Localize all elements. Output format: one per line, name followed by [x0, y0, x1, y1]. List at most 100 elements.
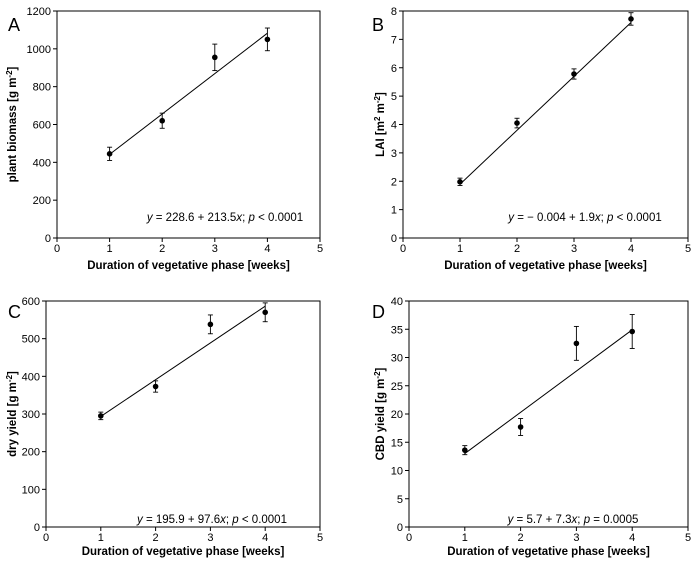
- panel-label: D: [372, 302, 385, 322]
- x-tick-label: 2: [514, 243, 520, 255]
- data-point-group: [517, 418, 524, 436]
- y-tick-label: 0: [45, 233, 51, 245]
- data-point: [514, 120, 520, 126]
- data-point: [98, 413, 104, 419]
- y-tick-label: 1000: [27, 44, 51, 56]
- data-point: [207, 321, 214, 328]
- y-tick-label: 40: [391, 296, 403, 308]
- y-tick-label: 300: [22, 409, 40, 421]
- data-point: [212, 54, 218, 61]
- x-tick-label: 1: [462, 532, 468, 544]
- y-tick-label: 200: [22, 447, 40, 459]
- y-tick-label: 5: [391, 91, 397, 103]
- y-tick-label: 10: [391, 466, 403, 478]
- data-point-group: [462, 445, 468, 456]
- regression-equation: y = 5.7 + 7.3x; p = 0.0005: [507, 514, 639, 526]
- data-point-group: [457, 177, 463, 186]
- data-point-group: [106, 146, 113, 161]
- data-point: [264, 36, 271, 43]
- y-tick-label: 8: [391, 6, 397, 18]
- y-axis-title: plant biomass [g m-2]: [5, 66, 20, 182]
- x-tick-label: 2: [159, 243, 165, 255]
- data-point-group: [262, 302, 269, 323]
- x-tick-label: 5: [317, 532, 323, 544]
- data-point: [517, 424, 524, 430]
- panel-label: C: [8, 302, 21, 322]
- data-point: [152, 383, 159, 390]
- y-tick-label: 1200: [27, 6, 51, 18]
- y-tick-label: 500: [22, 334, 40, 346]
- data-point: [106, 151, 113, 157]
- data-point-group: [628, 12, 634, 26]
- y-tick-label: 25: [391, 381, 403, 393]
- x-tick-label: 2: [153, 532, 159, 544]
- x-tick-label: 0: [54, 243, 60, 255]
- data-point-group: [571, 68, 577, 80]
- x-tick-label: 1: [457, 243, 463, 255]
- x-tick-label: 3: [571, 243, 577, 255]
- data-point-group: [629, 314, 635, 349]
- panel-a: A 0 1 2 3 4 5 0 200 400 600 800 1000 1200 y = 228.6 + …: [5, 6, 324, 272]
- regression-line: [109, 32, 268, 155]
- y-tick-label: 400: [33, 157, 51, 169]
- regression-line: [100, 305, 266, 417]
- panel-label: B: [372, 15, 384, 35]
- x-tick-label: 4: [262, 532, 268, 544]
- x-tick-label: 5: [685, 243, 691, 255]
- regression-equation: y = 195.9 + 97.6x; p < 0.0001: [136, 514, 287, 526]
- y-tick-label: 0: [34, 522, 40, 534]
- x-axis-title: Duration of vegetative phase [weeks]: [444, 260, 647, 272]
- y-axis-title: LAI [m2 m-2]: [373, 92, 388, 157]
- y-tick-label: 20: [391, 409, 403, 421]
- x-tick-label: 3: [207, 532, 213, 544]
- y-tick-label: 3: [391, 148, 397, 160]
- y-tick-label: 800: [33, 82, 51, 94]
- plot-frame: [408, 300, 689, 528]
- y-tick-label: 400: [22, 371, 40, 383]
- data-point-group: [573, 325, 580, 361]
- data-point-group: [152, 380, 159, 393]
- regression-equation: y = − 0.004 + 1.9x; p < 0.0001: [507, 212, 661, 224]
- plot-frame: [45, 300, 321, 528]
- data-point: [262, 309, 269, 316]
- x-tick-label: 3: [212, 243, 218, 255]
- data-point: [159, 117, 165, 124]
- data-point-group: [207, 314, 214, 335]
- x-tick-label: 0: [400, 243, 406, 255]
- panel-d: D 0 1 2 3 4 5 0 5 10 15 20 25 30 35 40 y = 5.7 + 7.3x; p…: [372, 296, 691, 558]
- x-tick-label: 3: [573, 532, 579, 544]
- y-tick-label: 100: [22, 484, 40, 496]
- panel-b: B 0 1 2 3 4 5 0 1 2 3 4 5 6 7 8 y = − 0.004 + 1.9x; p < …: [372, 6, 691, 272]
- data-point: [462, 447, 468, 453]
- y-axis-title: CBD yield [g m-2]: [373, 367, 388, 460]
- y-tick-label: 6: [391, 63, 397, 75]
- data-point: [573, 340, 580, 347]
- y-tick-label: 0: [391, 233, 397, 245]
- x-tick-label: 1: [107, 243, 113, 255]
- y-tick-label: 35: [391, 324, 403, 336]
- y-tick-label: 2: [391, 176, 397, 188]
- data-point-group: [264, 27, 271, 52]
- x-axis-title: Duration of vegetative phase [weeks]: [447, 546, 650, 558]
- data-point: [628, 16, 634, 22]
- y-tick-label: 0: [397, 522, 403, 534]
- x-tick-label: 4: [628, 243, 634, 255]
- x-axis-title: Duration of vegetative phase [weeks]: [82, 546, 285, 558]
- data-point-group: [159, 112, 165, 129]
- y-tick-label: 600: [33, 120, 51, 132]
- y-tick-label: 15: [391, 437, 403, 449]
- data-point: [571, 71, 577, 77]
- plot-frame: [402, 10, 689, 239]
- x-tick-label: 2: [518, 532, 524, 544]
- data-point: [629, 328, 635, 335]
- x-tick-label: 5: [317, 243, 323, 255]
- x-tick-label: 5: [685, 532, 691, 544]
- x-tick-label: 4: [629, 532, 635, 544]
- x-tick-label: 0: [43, 532, 49, 544]
- y-tick-label: 1: [391, 205, 397, 217]
- x-tick-label: 1: [98, 532, 104, 544]
- regression-line: [464, 329, 633, 454]
- y-tick-label: 7: [391, 34, 397, 46]
- data-point: [457, 179, 463, 185]
